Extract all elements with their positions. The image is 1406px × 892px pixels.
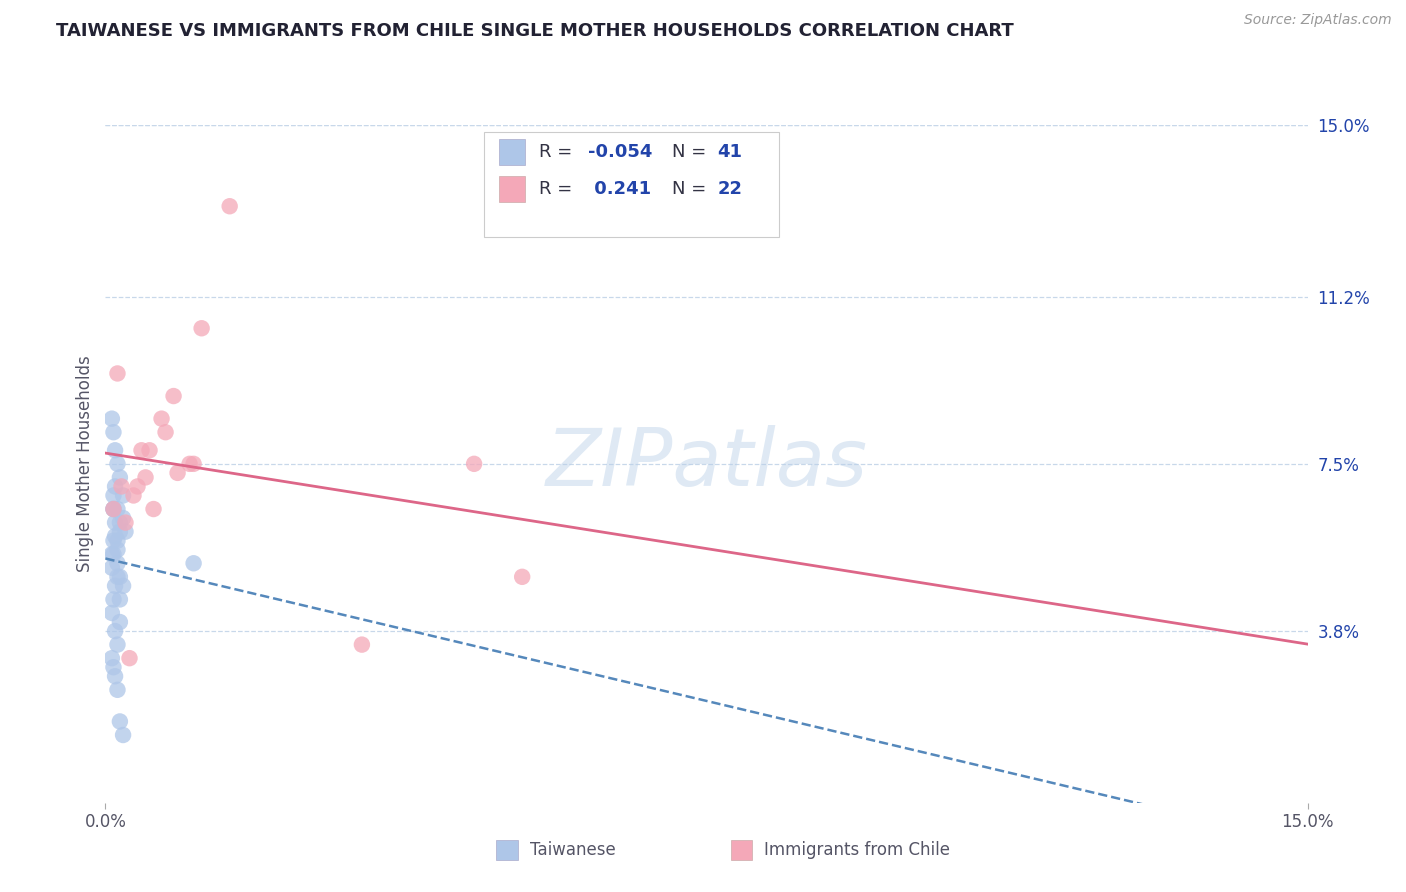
Text: 0.241: 0.241: [588, 180, 651, 198]
Point: [104, 443, 127, 458]
Point: [155, 425, 177, 440]
Point: [104, 669, 127, 683]
Point: [107, 542, 129, 557]
Point: [104, 624, 127, 638]
Bar: [499, 177, 524, 202]
Point: [112, 728, 135, 742]
Text: R =: R =: [540, 180, 578, 198]
Point: [112, 579, 135, 593]
Point: [350, 638, 373, 652]
Point: [463, 457, 485, 471]
Text: R =: R =: [540, 143, 578, 161]
Point: [103, 425, 125, 440]
Point: [166, 466, 188, 480]
Bar: [731, 840, 752, 861]
Point: [510, 570, 533, 584]
Point: [108, 714, 131, 729]
Point: [101, 411, 124, 425]
Point: [108, 470, 131, 484]
Point: [183, 457, 205, 471]
Point: [104, 479, 127, 493]
Point: [101, 561, 124, 575]
Point: [103, 502, 125, 516]
Point: [103, 547, 125, 561]
Point: [218, 199, 240, 213]
Point: [103, 502, 125, 516]
Point: [112, 488, 135, 502]
Text: ZIPatlas: ZIPatlas: [546, 425, 868, 503]
Point: [114, 524, 136, 539]
Text: N =: N =: [672, 143, 711, 161]
Text: Source: ZipAtlas.com: Source: ZipAtlas.com: [1244, 13, 1392, 28]
Point: [142, 502, 165, 516]
Point: [127, 479, 149, 493]
Text: 41: 41: [717, 143, 742, 161]
Bar: [499, 139, 524, 165]
Point: [107, 682, 129, 697]
Bar: [484, 132, 779, 236]
Point: [104, 529, 127, 543]
Point: [107, 570, 129, 584]
Point: [103, 488, 125, 502]
Text: Taiwanese: Taiwanese: [530, 841, 616, 859]
Point: [101, 606, 124, 620]
Point: [108, 615, 131, 629]
Point: [110, 479, 132, 493]
Point: [107, 502, 129, 516]
Point: [107, 367, 129, 381]
Point: [103, 533, 125, 548]
Point: [107, 457, 129, 471]
Point: [107, 533, 129, 548]
Point: [107, 556, 129, 570]
Point: [179, 457, 201, 471]
Text: Immigrants from Chile: Immigrants from Chile: [765, 841, 950, 859]
Point: [104, 516, 127, 530]
Text: -0.054: -0.054: [588, 143, 652, 161]
Point: [104, 579, 127, 593]
Point: [101, 547, 124, 561]
Point: [108, 524, 131, 539]
Text: TAIWANESE VS IMMIGRANTS FROM CHILE SINGLE MOTHER HOUSEHOLDS CORRELATION CHART: TAIWANESE VS IMMIGRANTS FROM CHILE SINGL…: [56, 22, 1014, 40]
Point: [108, 570, 131, 584]
Bar: [496, 840, 517, 861]
Text: 22: 22: [717, 180, 742, 198]
Y-axis label: Single Mother Households: Single Mother Households: [76, 356, 94, 572]
Point: [108, 592, 131, 607]
Point: [103, 502, 125, 516]
Point: [108, 516, 131, 530]
Point: [131, 443, 153, 458]
Point: [190, 321, 212, 335]
Point: [183, 556, 205, 570]
Point: [138, 443, 160, 458]
Point: [103, 660, 125, 674]
Point: [135, 470, 157, 484]
Point: [103, 592, 125, 607]
Point: [162, 389, 184, 403]
Point: [112, 511, 135, 525]
Text: N =: N =: [672, 180, 711, 198]
Point: [150, 411, 173, 425]
Point: [122, 488, 145, 502]
Point: [118, 651, 141, 665]
Point: [101, 651, 124, 665]
Point: [114, 516, 136, 530]
Point: [107, 638, 129, 652]
